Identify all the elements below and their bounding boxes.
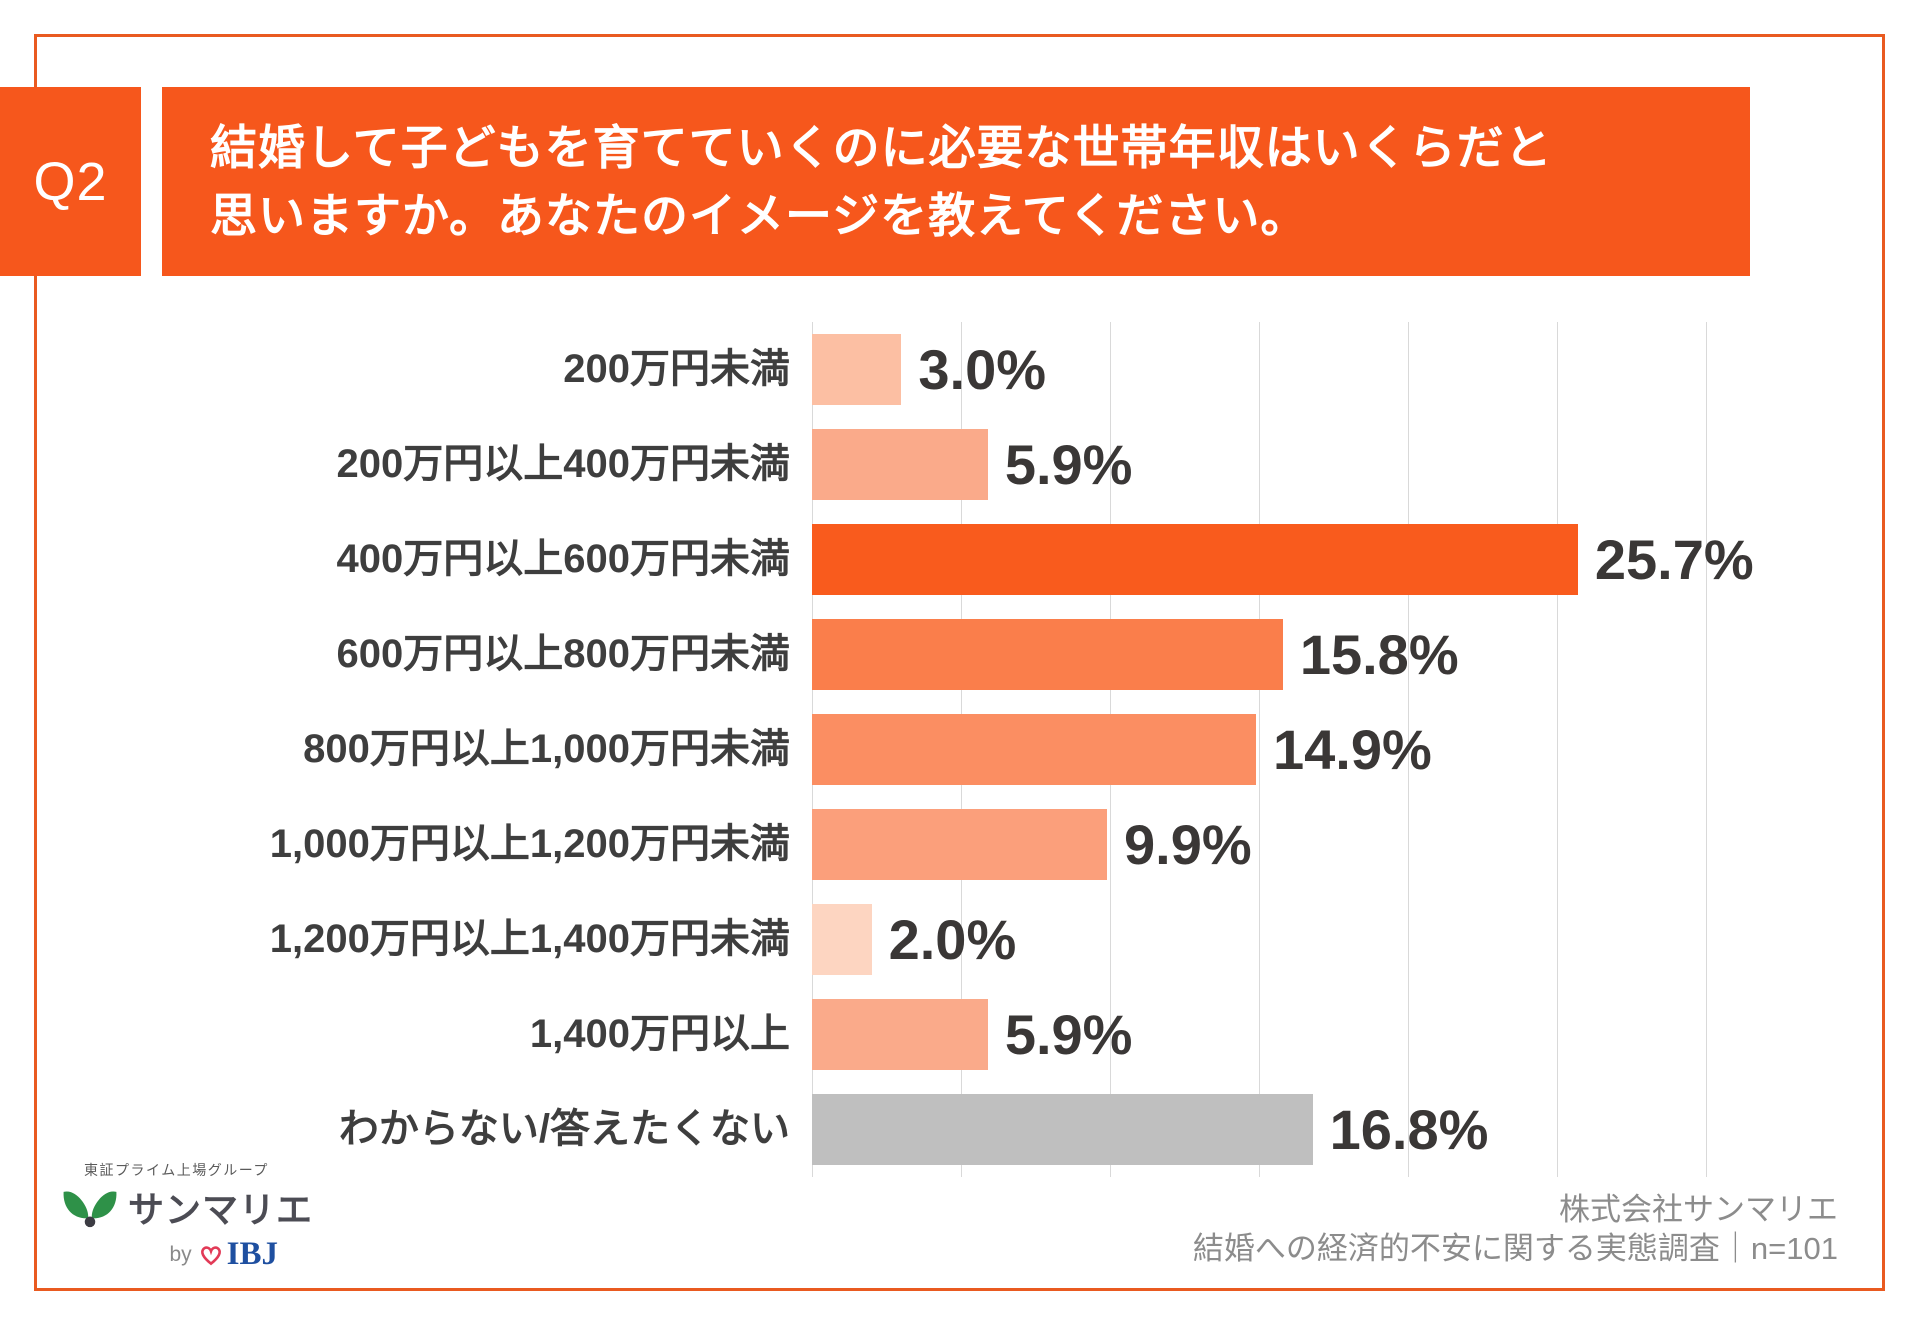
category-label: 200万円未満 (563, 347, 790, 391)
gridline (1259, 322, 1260, 1177)
gridline (1557, 322, 1558, 1177)
logo-by-label: by (169, 1242, 192, 1266)
ibj-logo-text: IBJ (226, 1236, 278, 1272)
leaf-logo-icon (63, 1191, 117, 1228)
question-title-line1: 結婚して子どもを育てていくのに必要な世帯年収はいくらだと (210, 120, 1553, 174)
source-note: 株式会社サンマリエ 結婚への経済的不安に関する実態調査｜n=101 (1193, 1190, 1838, 1268)
question-number-badge: Q2 (0, 87, 141, 276)
bar (812, 999, 988, 1070)
category-label: 800万円以上1,000万円未満 (303, 727, 790, 771)
logo-group-caption: 東証プライム上場グループ (84, 1162, 269, 1178)
value-label: 5.9% (1004, 433, 1133, 496)
value-label: 5.9% (1004, 1003, 1133, 1066)
ibj-heart-icon (200, 1245, 221, 1265)
logo-by-row: by IBJ (58, 1238, 280, 1271)
value-label: 9.9% (1124, 813, 1252, 876)
category-label: わからない/答えたくない (338, 1107, 790, 1151)
value-label: 14.9% (1273, 718, 1432, 781)
source-company: 株式会社サンマリエ (1559, 1192, 1838, 1227)
category-label: 400万円以上600万円未満 (336, 537, 790, 581)
question-title-line2: 思いますか。あなたのイメージを教えてください。 (210, 188, 1309, 242)
value-label: 16.8% (1329, 1098, 1489, 1161)
bar (812, 429, 988, 500)
bar (812, 524, 1578, 595)
source-survey: 結婚への経済的不安に関する実態調査｜n=101 (1192, 1231, 1838, 1266)
page-border-frame (34, 34, 1885, 1291)
category-label: 1,400万円以上 (529, 1012, 790, 1056)
gridline (1408, 322, 1409, 1177)
sunmarie-logo: 東証プライム上場グループ サンマリエ by IBJ (58, 1160, 312, 1271)
question-header: 結婚して子どもを育てていくのに必要な世帯年収はいくらだと 思いますか。あなたのイ… (162, 87, 1750, 276)
bar (812, 904, 872, 975)
gridline (1706, 322, 1707, 1177)
value-label: 25.7% (1594, 528, 1754, 591)
logo-brand-text: サンマリエ (128, 1189, 314, 1230)
category-label: 1,200万円以上1,400万円未満 (269, 917, 790, 961)
category-label: 600万円以上800万円未満 (336, 632, 790, 676)
value-label: 3.0% (918, 338, 1047, 401)
logo-brand-row: サンマリエ (58, 1184, 312, 1228)
bar (812, 809, 1108, 880)
bar (812, 334, 902, 405)
bar (812, 714, 1257, 785)
bar (812, 1094, 1313, 1165)
category-label: 200万円以上400万円未満 (336, 442, 790, 486)
value-label: 15.8% (1299, 623, 1459, 686)
value-label: 2.0% (888, 908, 1017, 971)
question-number: Q2 (33, 151, 108, 212)
bar (812, 619, 1283, 690)
category-label: 1,000万円以上1,200万円未満 (269, 822, 790, 866)
